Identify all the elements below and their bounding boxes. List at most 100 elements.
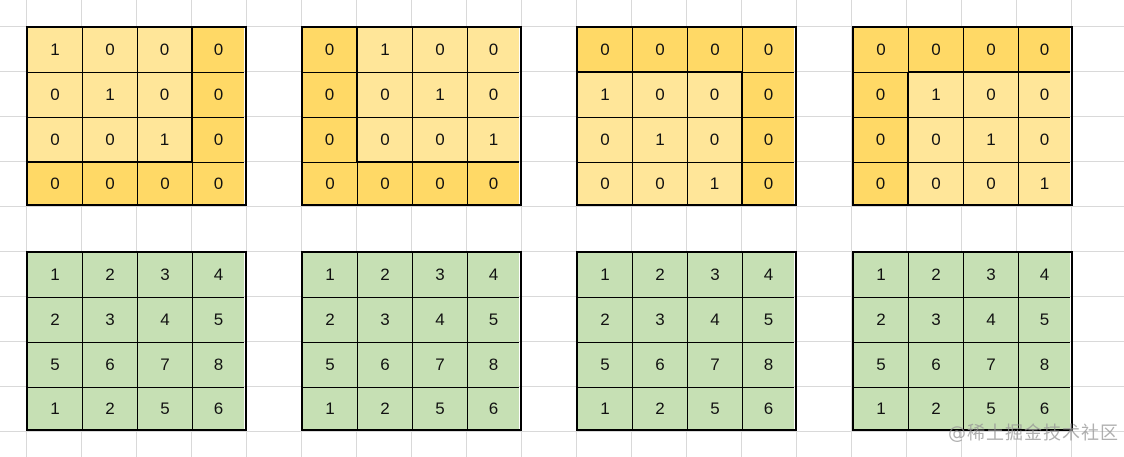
matrix-cell: 6	[193, 388, 244, 429]
matrix-cell: 0	[303, 118, 358, 163]
matrix-cell: 2	[633, 253, 688, 298]
matrix-cell: 2	[909, 388, 964, 429]
matrix-cell: 5	[1019, 298, 1070, 343]
matrix-cell: 6	[358, 343, 413, 388]
matrix-cell: 2	[83, 253, 138, 298]
matrix-cell: 0	[909, 118, 964, 163]
matrix-cell: 1	[854, 388, 909, 429]
matrix-cell: 4	[964, 298, 1019, 343]
matrix-cell: 4	[413, 298, 468, 343]
matrix-cell: 5	[303, 343, 358, 388]
matrix-cell: 5	[578, 343, 633, 388]
matrix-cell: 0	[413, 118, 468, 163]
matrix-cell: 0	[358, 73, 413, 118]
matrix-cell: 7	[413, 343, 468, 388]
matrix-cell: 6	[909, 343, 964, 388]
matrix-cell: 7	[688, 343, 743, 388]
matrix-cell: 0	[468, 163, 519, 204]
matrix-cell: 5	[413, 388, 468, 429]
matrix-cell: 0	[909, 28, 964, 73]
matrix-cell: 2	[83, 388, 138, 429]
matrix-cell: 2	[358, 388, 413, 429]
matrix-cell: 6	[1019, 388, 1070, 429]
matrix-cell: 0	[578, 28, 633, 73]
matrix-cell: 5	[743, 298, 794, 343]
matrix-cell: 1	[28, 28, 83, 73]
matrix-cell: 2	[854, 298, 909, 343]
matrix-cell: 0	[964, 163, 1019, 204]
matrix-cell: 4	[743, 253, 794, 298]
matrix-cell: 0	[358, 163, 413, 204]
matrix-cell: 0	[138, 28, 193, 73]
matrix-cell: 0	[964, 28, 1019, 73]
matrix-cell: 0	[1019, 28, 1070, 73]
matrix-cell: 1	[28, 253, 83, 298]
matrix-cell: 1	[83, 73, 138, 118]
matrix-cell: 2	[578, 298, 633, 343]
matrix-cell: 0	[303, 28, 358, 73]
matrix-cell: 7	[138, 343, 193, 388]
matrix-cell: 1	[303, 253, 358, 298]
matrix-cell: 5	[138, 388, 193, 429]
matrix-cell: 0	[413, 28, 468, 73]
matrix-cell: 0	[193, 163, 244, 204]
matrix-cell: 1	[303, 388, 358, 429]
matrix-cell: 0	[743, 118, 794, 163]
matrix-cell: 4	[138, 298, 193, 343]
matrix-cell: 4	[688, 298, 743, 343]
matrix-cell: 6	[743, 388, 794, 429]
matrix-cell: 5	[28, 343, 83, 388]
matrix-cell: 0	[743, 28, 794, 73]
matrix-cell: 0	[1019, 73, 1070, 118]
matrix-cell: 0	[688, 28, 743, 73]
matrix-cell: 0	[854, 118, 909, 163]
matrix-cell: 2	[303, 298, 358, 343]
matrix-cell: 5	[193, 298, 244, 343]
matrix-cell: 1	[688, 163, 743, 204]
matrix-cell: 0	[688, 118, 743, 163]
matrix-cell: 1	[633, 118, 688, 163]
matrix-cell: 0	[468, 28, 519, 73]
matrix-cell: 0	[83, 28, 138, 73]
matrix-cell: 4	[468, 253, 519, 298]
matrix-cell: 6	[468, 388, 519, 429]
matrix-cell: 5	[854, 343, 909, 388]
matrix-cell: 0	[743, 163, 794, 204]
matrix-cell: 5	[468, 298, 519, 343]
matrix-cell: 0	[1019, 118, 1070, 163]
matrix-cell: 0	[193, 118, 244, 163]
matrix-cell: 8	[193, 343, 244, 388]
matrix-cell: 0	[193, 73, 244, 118]
matrix-cell: 1	[578, 253, 633, 298]
matrix-cell: 5	[688, 388, 743, 429]
matrix-cell: 1	[909, 73, 964, 118]
matrix-cell: 3	[688, 253, 743, 298]
matrix-cell: 0	[909, 163, 964, 204]
matrix-cell: 0	[633, 73, 688, 118]
matrix-cell: 3	[358, 298, 413, 343]
matrix-cell: 0	[28, 163, 83, 204]
matrix-cell: 0	[743, 73, 794, 118]
matrix-cell: 0	[28, 73, 83, 118]
matrix-cell: 3	[964, 253, 1019, 298]
matrix-cell: 1	[413, 73, 468, 118]
matrix-cell: 3	[413, 253, 468, 298]
matrix-cell: 8	[743, 343, 794, 388]
matrix-cell: 0	[303, 163, 358, 204]
matrix-cell: 5	[964, 388, 1019, 429]
matrix-cell: 0	[633, 28, 688, 73]
matrix-cell: 0	[578, 163, 633, 204]
matrix-cell: 0	[138, 73, 193, 118]
matrix-cell: 1	[578, 73, 633, 118]
matrix-cell: 0	[413, 163, 468, 204]
matrix-cell: 0	[578, 118, 633, 163]
matrix-cell: 4	[1019, 253, 1070, 298]
matrix-cell: 1	[964, 118, 1019, 163]
matrix-cell: 0	[854, 28, 909, 73]
